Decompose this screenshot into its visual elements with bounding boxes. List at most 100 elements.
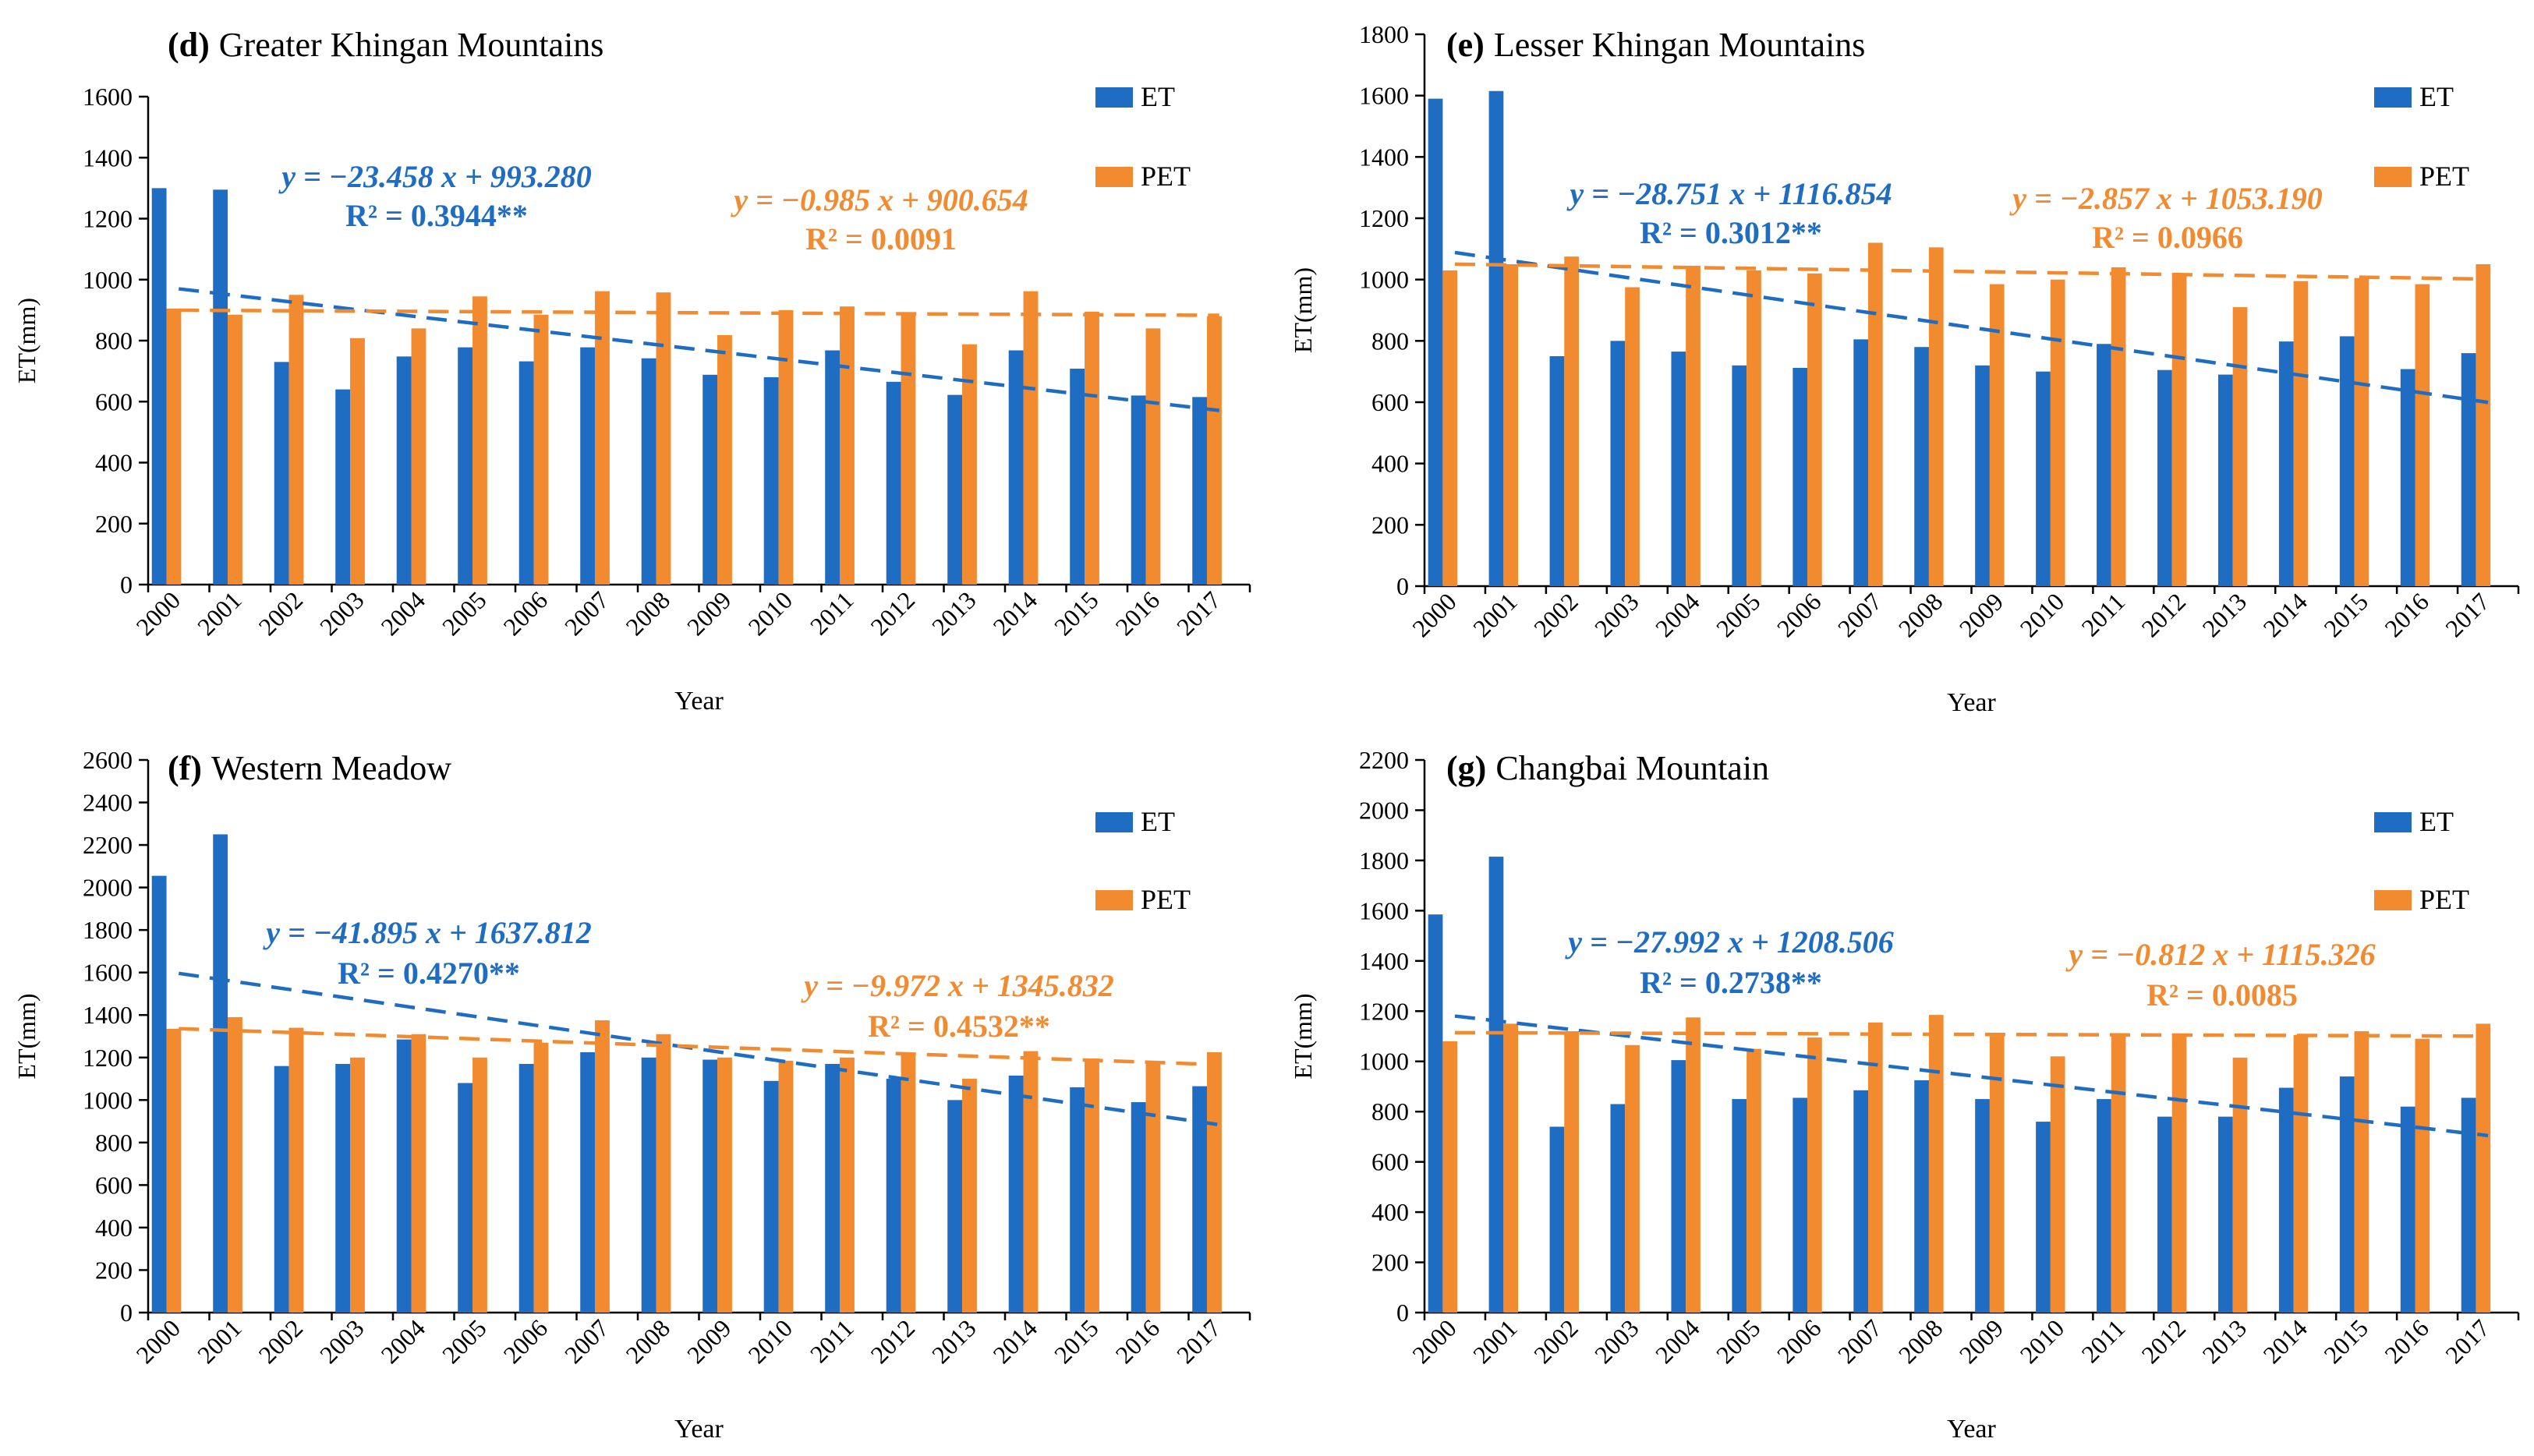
y-tick-label: 1400 [1359,947,1409,975]
y-tick-label: 600 [95,387,133,415]
trend-line-pet [1454,1030,2489,1038]
bar-pet-2016 [1145,328,1161,585]
bar-pet-2012 [901,313,916,585]
bar-pet-2009 [1989,284,2005,586]
y-tick-label: 800 [95,1129,133,1157]
x-axis-label: Year [674,687,724,716]
trend-r2-et: R² = 0.2738** [1640,965,1822,1000]
bar-pet-2002 [1564,1031,1579,1313]
x-tick-label: 2005 [1711,587,1766,642]
bar-et-2009 [1975,365,1990,586]
bar-et-2017 [1192,397,1208,585]
bar-pet-2017 [2476,1023,2491,1313]
y-tick-label: 400 [1371,450,1409,478]
legend-swatch-et [2374,87,2412,108]
x-tick-label: 2001 [1467,1313,1523,1369]
bar-et-2017 [2461,1097,2476,1313]
legend-label-et: ET [2419,81,2454,112]
bar-et-2000 [1428,98,1443,587]
legend-swatch-pet [1095,167,1133,187]
panel-letter: (g) [1446,749,1486,787]
bar-et-2003 [1610,1104,1626,1313]
bar-pet-2011 [2111,1034,2126,1313]
x-tick-label: 2016 [2379,587,2434,642]
bar-pet-2009 [717,334,732,585]
y-tick-label: 0 [120,1299,133,1327]
bar-et-2006 [518,1063,534,1313]
x-tick-label: 2012 [865,1313,920,1369]
bar-et-2004 [1671,1060,1686,1313]
bar-et-2012 [886,381,901,585]
y-tick-label: 200 [95,1256,133,1284]
bar-et-2004 [396,356,412,585]
x-tick-label: 2003 [314,1313,370,1369]
y-tick-label: 1200 [1359,997,1409,1025]
y-axis-label: ET(mm) [1289,993,1317,1079]
y-tick-label: 400 [1371,1198,1409,1226]
bar-pet-2016 [1145,1062,1161,1313]
bar-pet-2017 [2476,264,2491,586]
x-tick-label: 2004 [375,585,430,641]
bar-pet-2014 [1023,1051,1039,1313]
x-tick-label: 2014 [987,1313,1042,1369]
bar-pet-2003 [350,337,365,585]
y-tick-label: 200 [95,510,133,538]
bar-et-2006 [1793,1097,1808,1313]
y-tick-label: 800 [1371,1097,1409,1126]
bar-et-2013 [2217,1116,2233,1313]
trend-r2-pet: R² = 0.0091 [805,221,957,256]
y-tick-label: 800 [95,327,133,355]
bar-pet-2013 [2232,307,2248,586]
legend-swatch-pet [1095,890,1133,910]
bar-et-2003 [335,1063,351,1313]
trend-equation-pet: y = −0.812 x + 1115.326 [2065,937,2375,972]
y-tick-label: 600 [95,1171,133,1199]
bar-et-2002 [1549,1126,1565,1313]
bar-pet-2006 [533,314,549,585]
bar-et-2000 [1428,914,1443,1313]
bar-pet-2010 [2050,1056,2065,1313]
bar-et-2015 [2339,336,2355,586]
bar-et-2005 [458,347,473,585]
x-tick-label: 2000 [1407,587,1462,642]
bar-et-2014 [1008,350,1024,585]
x-tick-label: 2016 [2379,1313,2434,1369]
y-tick-label: 1000 [1359,266,1409,294]
x-tick-label: 2017 [2440,587,2495,642]
x-tick-label: 2014 [2257,1313,2313,1369]
x-tick-label: 2011 [805,585,859,640]
bar-pet-2008 [656,1034,671,1313]
trend-line-et [178,287,1220,412]
bar-et-2005 [458,1083,473,1313]
x-tick-label: 2017 [1171,585,1226,641]
bar-et-2006 [1793,367,1808,586]
bar-et-2007 [1853,1090,1868,1313]
x-tick-label: 2006 [1771,587,1827,642]
x-tick-label: 2005 [437,585,492,641]
trend-r2-pet: R² = 0.0085 [2146,977,2298,1012]
bar-pet-2015 [2354,1031,2369,1313]
y-tick-label: 1000 [83,1086,133,1114]
x-tick-label: 2017 [2440,1313,2495,1369]
bar-pet-2005 [472,296,487,585]
bar-et-2011 [825,350,841,585]
bar-pet-2010 [2050,279,2065,586]
bar-et-2001 [213,834,228,1313]
y-tick-label: 400 [95,449,133,477]
bar-et-2002 [274,362,289,585]
x-tick-label: 2002 [1528,1313,1584,1369]
panel-name: Lesser Khingan Mountains [1494,26,1866,64]
panel-name: Western Meadow [211,749,451,787]
bar-pet-2017 [1207,1051,1222,1313]
y-tick-label: 1400 [83,1001,133,1029]
y-tick-label: 1000 [1359,1048,1409,1076]
x-tick-label: 2012 [2136,1313,2191,1369]
y-tick-label: 2000 [1359,796,1409,824]
bar-et-2010 [763,1080,779,1313]
panel-title: (g) Changbai Mountain [1446,749,1769,787]
x-tick-label: 2002 [253,1313,308,1369]
bar-et-2007 [580,347,596,585]
trend-line-pet [1454,262,2489,281]
